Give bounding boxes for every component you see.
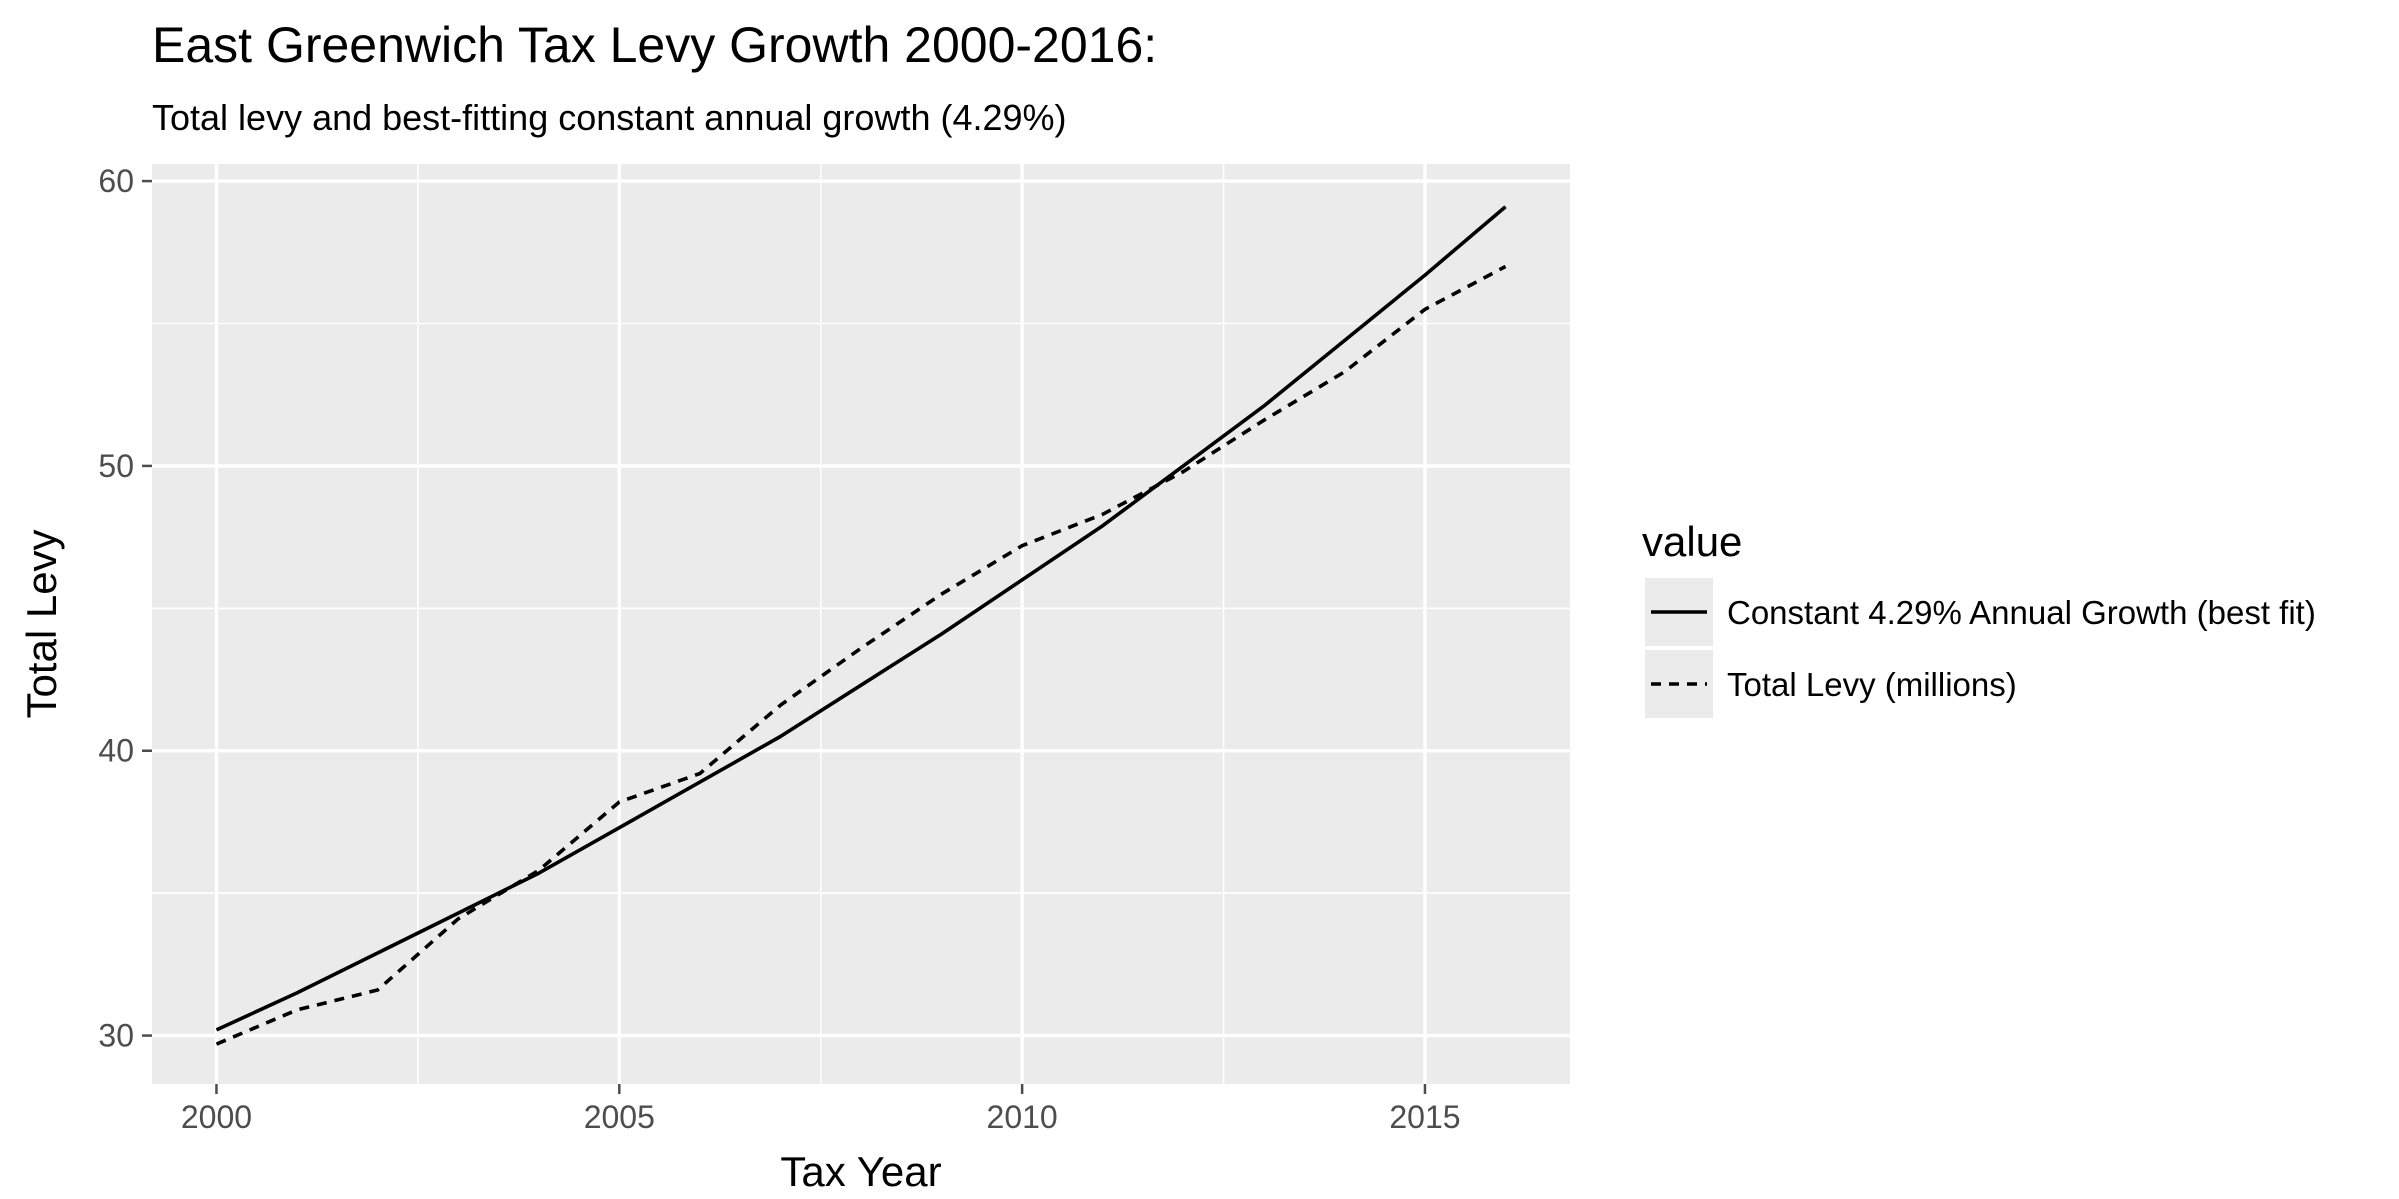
legend: value Constant 4.29% Annual Growth (best… bbox=[1642, 518, 2316, 718]
x-tick-label: 2010 bbox=[987, 1099, 1058, 1135]
chart-title: East Greenwich Tax Levy Growth 2000-2016… bbox=[152, 17, 1157, 73]
chart-subtitle: Total levy and best-fitting constant ann… bbox=[152, 97, 1067, 138]
legend-label: Total Levy (millions) bbox=[1727, 666, 2017, 703]
y-tick-label: 40 bbox=[98, 733, 134, 769]
legend-label: Constant 4.29% Annual Growth (best fit) bbox=[1727, 594, 2316, 631]
series-line-constant-growth bbox=[215, 205, 1507, 1032]
axis-ticks bbox=[142, 179, 1427, 1094]
x-axis-title: Tax Year bbox=[780, 1148, 941, 1195]
series-line-total-levy bbox=[215, 264, 1507, 1046]
tick-labels: 2000 2005 2010 2015 30 40 50 60 bbox=[98, 163, 1460, 1135]
x-tick-label: 2005 bbox=[584, 1099, 655, 1135]
series-lines bbox=[215, 205, 1507, 1046]
y-axis-title: Total Levy bbox=[18, 529, 65, 718]
y-tick-label: 30 bbox=[98, 1018, 134, 1054]
legend-title: value bbox=[1642, 518, 1742, 565]
y-tick-label: 60 bbox=[98, 163, 134, 199]
x-tick-label: 2015 bbox=[1389, 1099, 1460, 1135]
x-tick-label: 2000 bbox=[181, 1099, 252, 1135]
plot-panel bbox=[152, 164, 1570, 1084]
y-tick-label: 50 bbox=[98, 448, 134, 484]
grid-minor bbox=[152, 164, 1570, 1084]
grid-major bbox=[152, 164, 1570, 1084]
